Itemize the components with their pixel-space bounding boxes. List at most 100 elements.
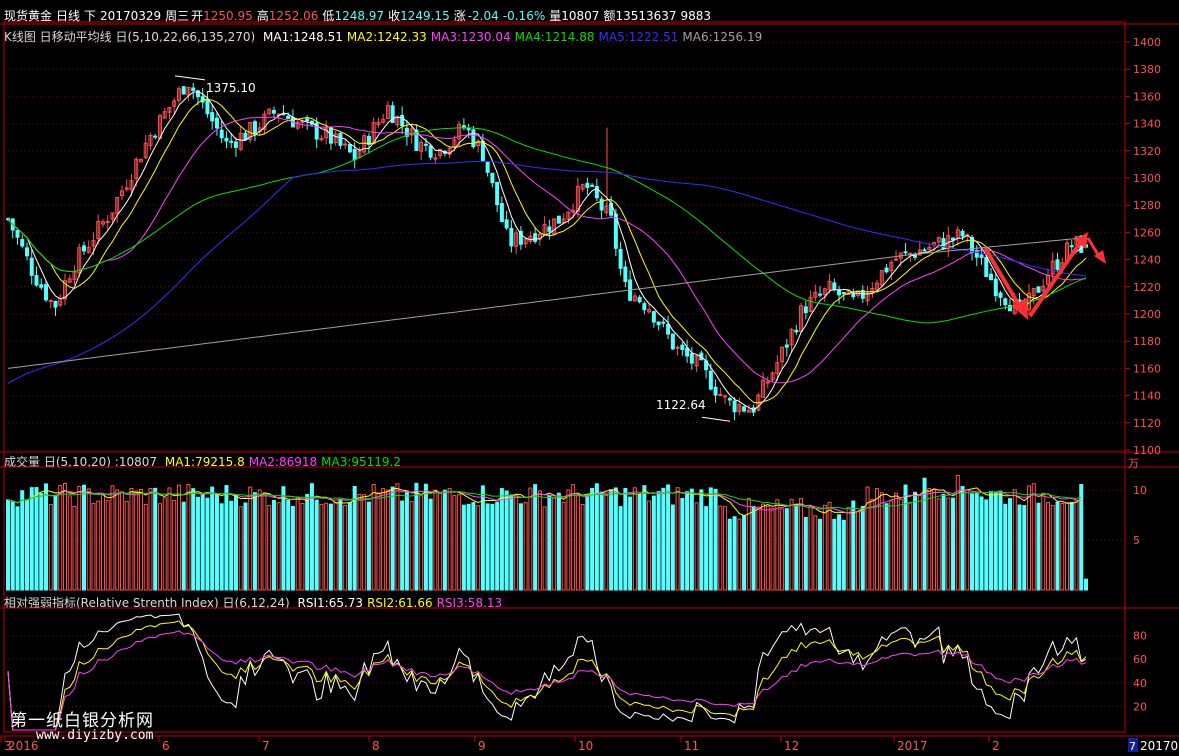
volume-bar (490, 503, 495, 591)
candle-body (267, 108, 272, 115)
candle-body (191, 87, 196, 91)
volume-bar (81, 484, 86, 591)
candle-body (675, 346, 680, 349)
price-tick-label: 1280 (1133, 199, 1161, 212)
price-tick-label: 1320 (1133, 145, 1161, 158)
volume-bar (1003, 503, 1008, 591)
candle-body (827, 281, 832, 290)
watermark-url: www.diyizby.com (36, 728, 154, 743)
candle-body (889, 262, 894, 272)
candle-body (77, 247, 82, 274)
volume-bar (485, 503, 490, 591)
candle-body (837, 289, 842, 296)
volume-bar (666, 484, 671, 591)
small-down-arrow-head (1094, 250, 1106, 264)
candle-body (43, 284, 48, 301)
volume-bar (395, 483, 400, 591)
candle-body (694, 355, 699, 367)
candle-body (841, 292, 846, 295)
volume-bar (309, 483, 314, 591)
rsi-ma-legend: RSI1:65.73 RSI2:61.66 RSI3:58.13 (298, 596, 507, 610)
candle-body (590, 184, 595, 187)
candle-body (618, 248, 623, 269)
candle-body (186, 86, 191, 96)
close-value: 1249.15 (400, 9, 450, 23)
volume-bar (870, 499, 875, 591)
price-ma-4-label: MA4:1214.88 (514, 30, 595, 44)
candle-body (181, 86, 186, 95)
corner-date: 20170 (1140, 739, 1178, 753)
volume-bar (419, 495, 424, 591)
volume-bar (362, 494, 367, 591)
candle-body (414, 129, 419, 151)
price-tick-label: 1360 (1133, 90, 1161, 103)
candle-body (210, 112, 215, 122)
volume-bar (461, 504, 466, 591)
candle-body (466, 127, 471, 131)
price-tick-label: 1300 (1133, 172, 1161, 185)
volume-bar (100, 494, 105, 591)
high-annotation-label: 1375.10 (206, 81, 256, 95)
volume-bar (447, 488, 452, 591)
volume-bar (803, 516, 808, 591)
volume-bar (300, 503, 305, 591)
candle-body (110, 212, 115, 220)
candle-body (400, 114, 405, 127)
volume-bar (1031, 483, 1036, 591)
volume-bar (176, 484, 181, 591)
x-tick-label: 3 (4, 739, 12, 753)
volume-bar (324, 502, 329, 591)
volume-bar (143, 503, 148, 591)
candle-body (894, 258, 899, 261)
volume-bar (647, 500, 652, 591)
candle-body (903, 251, 908, 254)
candle-body (851, 292, 856, 298)
volume-tick-label: 5 (1133, 534, 1140, 547)
price-tick-label: 1160 (1133, 362, 1161, 375)
x-tick-label: 8 (372, 739, 380, 753)
volume-bar (685, 491, 690, 591)
volume-bar (153, 487, 158, 591)
volume-bar (271, 499, 276, 591)
volume-bar (191, 488, 196, 591)
candle-body (623, 266, 628, 282)
volume-bar (822, 504, 827, 591)
volume-bar (343, 505, 348, 591)
volume-bar (1036, 502, 1041, 591)
candle-body (205, 98, 210, 115)
volume-bar (917, 494, 922, 591)
volume-bar (561, 501, 566, 591)
candle-body (29, 257, 34, 276)
volume-bar (656, 491, 661, 591)
candle-body (233, 141, 238, 148)
price-tick-label: 1240 (1133, 254, 1161, 267)
candle-body (632, 295, 637, 302)
volume-bar (594, 483, 599, 591)
volume-bar (442, 489, 447, 591)
volume-bar (238, 506, 243, 591)
volume-bar (794, 503, 799, 591)
volume-bar (856, 511, 861, 591)
volume-bar (965, 489, 970, 591)
candle-body (794, 329, 799, 333)
price-ma-4-line (7, 127, 1087, 324)
volume-bar (927, 488, 932, 591)
volume-bar (979, 496, 984, 591)
candle-body (243, 132, 248, 140)
change-value: -2.04 (467, 9, 499, 23)
volume-bar (637, 493, 642, 591)
volume-bar (1008, 498, 1013, 591)
candle-body (803, 306, 808, 314)
volume-bar (571, 484, 576, 591)
volume-bar (623, 487, 628, 591)
volume-bar (1069, 501, 1074, 591)
candle-body (119, 190, 124, 197)
change-caption: 涨 (453, 9, 466, 23)
candle-body (879, 270, 884, 286)
volume-bar (609, 489, 614, 591)
candle-body (927, 246, 932, 250)
volume-bar (984, 499, 989, 591)
price-tick-label: 1180 (1133, 335, 1161, 348)
candle-body (656, 321, 661, 326)
